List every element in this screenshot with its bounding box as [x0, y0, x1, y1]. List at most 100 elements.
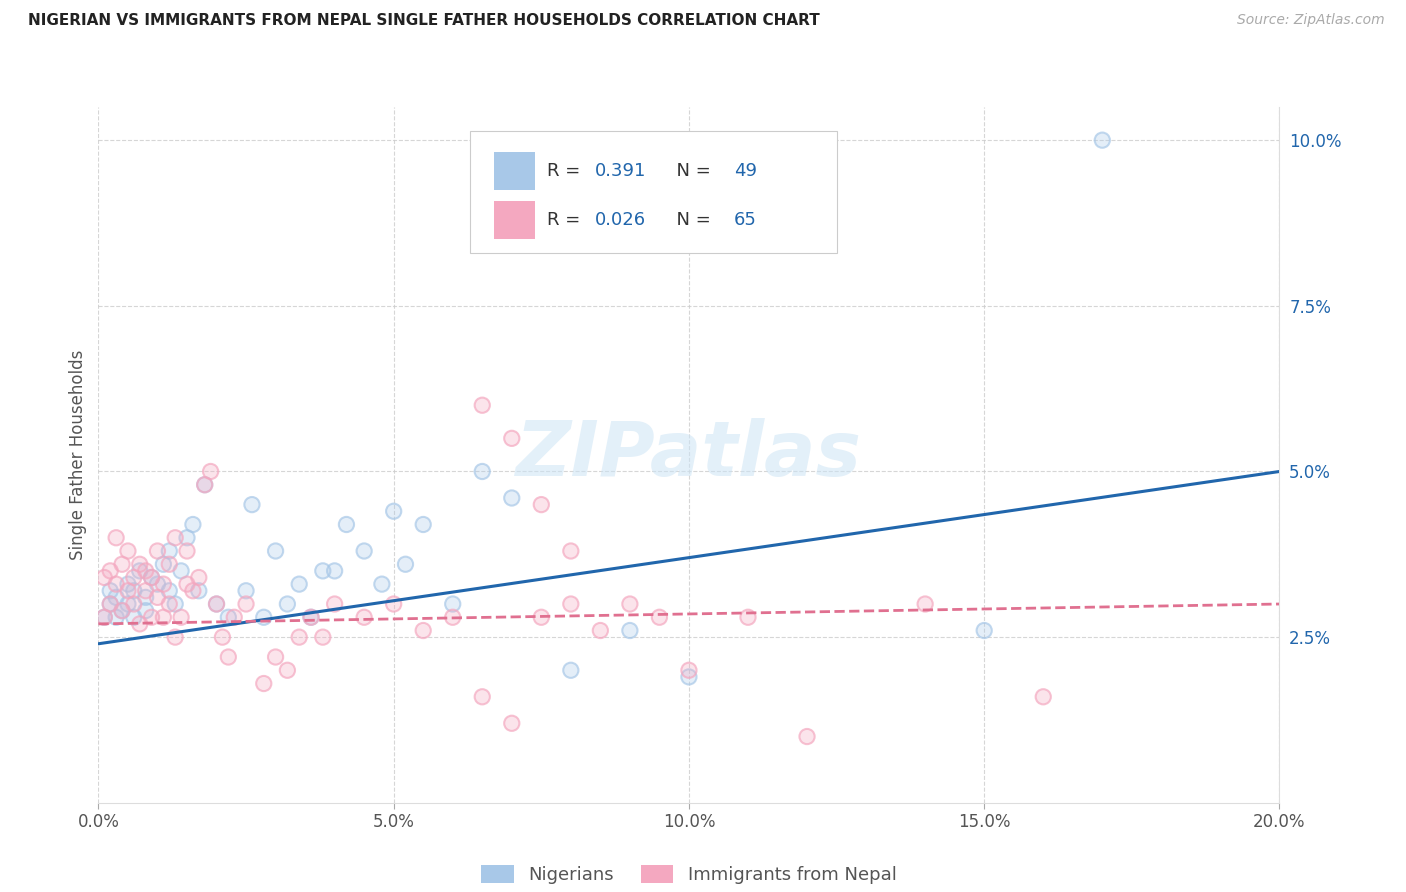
Point [619, 597, 641, 611]
Point [382, 597, 405, 611]
Point [299, 610, 322, 624]
Point [128, 558, 150, 572]
Point [146, 591, 169, 605]
Point [914, 597, 936, 611]
Point [128, 564, 150, 578]
Point [796, 730, 818, 744]
Point [224, 610, 246, 624]
Point [288, 577, 311, 591]
Point [412, 517, 434, 532]
Point [264, 650, 287, 665]
Point [141, 610, 163, 624]
Point [441, 597, 464, 611]
Point [1032, 690, 1054, 704]
Point [312, 564, 335, 578]
Point [122, 570, 145, 584]
Point [264, 544, 287, 558]
Point [323, 564, 346, 578]
Point [973, 624, 995, 638]
Point [737, 610, 759, 624]
Point [501, 491, 523, 505]
Point [176, 577, 198, 591]
Point [678, 670, 700, 684]
Point [441, 610, 464, 624]
Point [471, 465, 494, 479]
Point [353, 544, 375, 558]
Point [382, 597, 405, 611]
Point [678, 663, 700, 677]
Point [288, 577, 311, 591]
Point [299, 610, 322, 624]
Point [323, 597, 346, 611]
Point [217, 610, 239, 624]
Point [152, 558, 174, 572]
Point [253, 610, 276, 624]
Point [619, 597, 641, 611]
Point [141, 570, 163, 584]
Point [157, 597, 180, 611]
Point [276, 663, 298, 677]
Point [1091, 133, 1114, 147]
Point [678, 670, 700, 684]
Text: Source: ZipAtlas.com: Source: ZipAtlas.com [1237, 13, 1385, 28]
Point [135, 583, 157, 598]
Point [501, 431, 523, 445]
Point [253, 676, 276, 690]
Point [176, 531, 198, 545]
Point [181, 583, 204, 598]
Point [211, 630, 233, 644]
Point [217, 650, 239, 665]
Point [146, 591, 169, 605]
Point [276, 663, 298, 677]
Point [146, 544, 169, 558]
Point [157, 558, 180, 572]
Text: N =: N = [665, 162, 717, 180]
Point [117, 597, 139, 611]
Point [530, 610, 553, 624]
Point [141, 570, 163, 584]
Point [170, 564, 193, 578]
Point [128, 564, 150, 578]
Point [217, 610, 239, 624]
Point [93, 610, 115, 624]
Point [323, 564, 346, 578]
Point [501, 716, 523, 731]
Point [589, 624, 612, 638]
Point [394, 558, 416, 572]
Point [530, 498, 553, 512]
Point [165, 531, 187, 545]
Point [128, 558, 150, 572]
Point [382, 504, 405, 518]
Point [471, 690, 494, 704]
Point [111, 558, 134, 572]
Point [152, 577, 174, 591]
Point [117, 583, 139, 598]
Point [152, 610, 174, 624]
Point [288, 630, 311, 644]
Point [98, 597, 121, 611]
Point [117, 577, 139, 591]
Point [122, 597, 145, 611]
Point [141, 610, 163, 624]
Point [194, 477, 217, 491]
Point [312, 564, 335, 578]
Point [152, 577, 174, 591]
Point [135, 591, 157, 605]
Point [276, 597, 298, 611]
Point [157, 583, 180, 598]
Point [235, 583, 257, 598]
Point [105, 531, 128, 545]
Point [146, 544, 169, 558]
Point [157, 558, 180, 572]
Point [122, 610, 145, 624]
Point [135, 564, 157, 578]
Point [235, 583, 257, 598]
Point [441, 610, 464, 624]
Point [217, 650, 239, 665]
Point [335, 517, 357, 532]
Point [205, 597, 228, 611]
Point [323, 597, 346, 611]
Point [471, 398, 494, 412]
Point [165, 531, 187, 545]
Point [152, 558, 174, 572]
